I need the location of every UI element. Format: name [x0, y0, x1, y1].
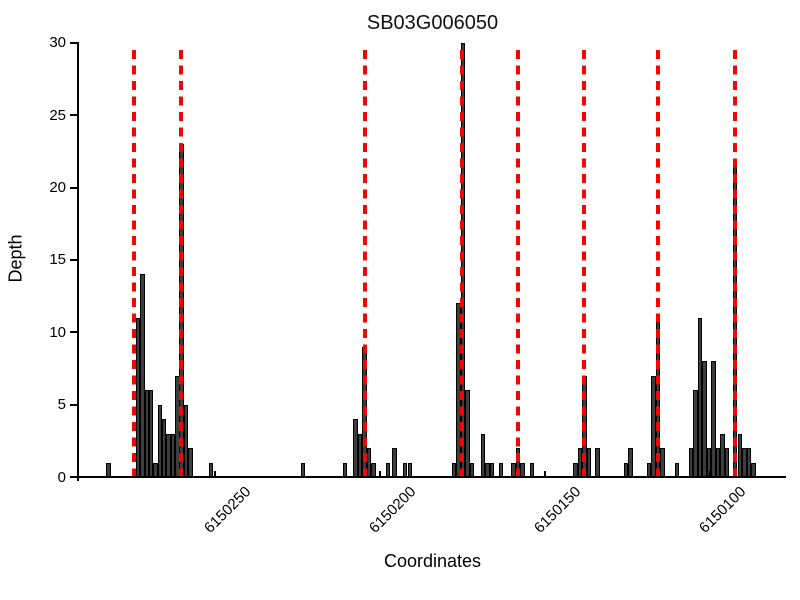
x-tick-mark: [709, 471, 711, 476]
depth-bar: [489, 462, 495, 477]
depth-bar: [628, 448, 633, 477]
y-tick-label: 5: [57, 396, 66, 414]
depth-bar: [520, 462, 525, 477]
depth-bar: [208, 462, 214, 477]
depth-bar: [498, 462, 504, 477]
exon-boundary-line: [582, 50, 587, 477]
y-tick-mark: [70, 186, 77, 189]
y-tick-label: 30: [49, 34, 66, 52]
x-tick-mark: [214, 471, 216, 476]
depth-bar: [407, 462, 413, 477]
y-tick-mark: [70, 331, 77, 334]
y-tick-label: 25: [49, 106, 66, 124]
exon-boundary-line: [655, 50, 660, 477]
y-tick-mark: [70, 403, 77, 406]
depth-bar: [106, 462, 111, 477]
y-tick-label: 15: [49, 251, 66, 269]
chart-title: SB03G006050: [366, 12, 499, 34]
depth-bar: [595, 448, 600, 477]
x-tick-label: 6150250: [200, 483, 255, 537]
depth-bar: [392, 448, 397, 477]
y-tick-label: 10: [49, 323, 66, 341]
x-tick-mark: [544, 471, 546, 476]
depth-bar: [586, 448, 592, 477]
depth-bar: [751, 462, 756, 477]
depth-bar: [188, 448, 193, 477]
x-tick-label: 6150150: [530, 483, 585, 537]
x-tick-mark: [379, 471, 381, 476]
x-tick-label: 6150100: [695, 483, 750, 537]
exon-boundary-line: [733, 50, 738, 477]
depth-bar: [371, 462, 376, 477]
exon-boundary-line: [459, 50, 464, 477]
y-tick-label: 0: [57, 468, 66, 486]
exon-boundary-line: [178, 50, 183, 477]
depth-bar: [300, 462, 306, 477]
x-tick-label: 6150200: [365, 483, 420, 537]
x-axis-spine: [77, 476, 786, 478]
y-tick-mark: [70, 114, 77, 117]
depth-bar: [469, 462, 475, 477]
exon-boundary-line: [131, 50, 136, 477]
depth-bar: [342, 462, 348, 477]
depth-bar: [674, 462, 680, 477]
y-tick-label: 20: [49, 179, 66, 197]
y-tick-mark: [70, 476, 77, 478]
depth-bar: [402, 462, 408, 477]
exon-boundary-line: [516, 50, 520, 477]
y-axis-spine: [77, 42, 79, 481]
depth-bar: [385, 462, 391, 477]
y-tick-mark: [70, 258, 77, 261]
x-axis-label: Coordinates: [383, 551, 482, 571]
y-axis-label: Depth: [5, 234, 26, 283]
exon-boundary-line: [362, 50, 367, 477]
depth-bar: [660, 448, 665, 477]
depth-bar: [724, 448, 730, 477]
depth-bar: [529, 462, 535, 477]
y-tick-mark: [70, 41, 77, 44]
